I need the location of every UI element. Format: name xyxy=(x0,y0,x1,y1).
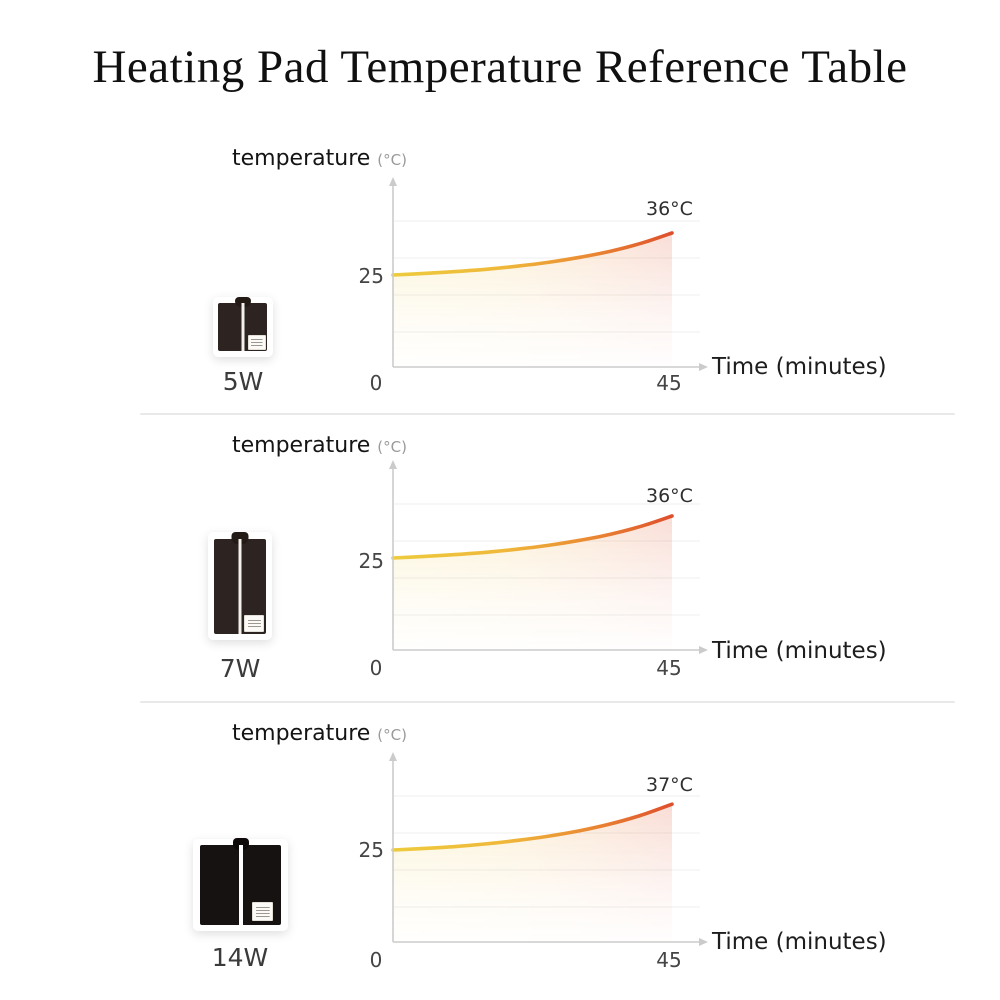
axes xyxy=(389,177,708,371)
y-axis-title-text: temperature xyxy=(232,146,371,171)
vest-collar xyxy=(231,532,249,544)
x-axis-arrow-icon xyxy=(699,363,708,371)
temperature-area xyxy=(393,804,672,942)
x-axis-title: Time (minutes) xyxy=(712,929,887,955)
vest-stripe xyxy=(238,845,243,925)
x-axis-arrow-icon xyxy=(699,646,708,654)
y-axis-title-5w: temperature (°C) xyxy=(232,146,407,171)
heating-pad-vest-icon-7w xyxy=(214,532,266,634)
vest-label-tag xyxy=(244,615,264,632)
product-wattage-label: 14W xyxy=(211,943,269,972)
product-card-7w xyxy=(208,532,272,640)
product-card-14w xyxy=(193,838,288,931)
section-divider xyxy=(140,701,955,703)
temperature-curve xyxy=(391,514,674,560)
y-axis-arrow-icon xyxy=(389,752,397,761)
section-divider xyxy=(140,413,955,415)
x-tick-0: 0 xyxy=(369,948,383,972)
temperature-chart-5w xyxy=(389,177,708,371)
y-tick-25: 25 xyxy=(358,549,384,573)
y-tick-25: 25 xyxy=(358,838,384,862)
vest-label-tag xyxy=(252,902,273,921)
vest-stripe xyxy=(238,539,242,634)
temperature-curve xyxy=(391,231,674,277)
y-axis-arrow-icon xyxy=(389,460,397,469)
y-axis-title-7w: temperature (°C) xyxy=(232,433,407,458)
x-axis-arrow-icon xyxy=(699,938,708,946)
product-wattage-label: 5W xyxy=(222,367,264,396)
axes xyxy=(389,460,708,654)
x-tick-45: 45 xyxy=(656,371,682,395)
page-title: Heating Pad Temperature Reference Table xyxy=(92,41,908,93)
peak-temperature-label: 36°C xyxy=(646,485,693,507)
vest-collar xyxy=(234,297,251,307)
y-axis-title-text: temperature xyxy=(232,433,371,458)
temperature-chart-14w xyxy=(389,752,708,946)
temperature-area xyxy=(393,516,672,650)
y-tick-25: 25 xyxy=(358,264,384,288)
vest-collar xyxy=(232,838,249,850)
heating-pad-mat-icon-14w xyxy=(200,838,281,925)
product-card-5w xyxy=(213,297,273,357)
y-axis-unit: (°C) xyxy=(377,438,407,456)
vest-label-tag xyxy=(248,335,266,350)
temperature-area xyxy=(393,233,672,367)
temperature-chart-7w xyxy=(389,460,708,654)
vest-stripe xyxy=(241,303,244,351)
heating-pad-vest-icon-5w xyxy=(218,297,267,351)
y-axis-unit: (°C) xyxy=(377,726,407,744)
x-tick-0: 0 xyxy=(369,656,383,680)
x-tick-45: 45 xyxy=(656,948,682,972)
peak-temperature-label: 36°C xyxy=(646,198,693,220)
x-axis-title: Time (minutes) xyxy=(712,354,887,380)
y-axis-title-text: temperature xyxy=(232,721,371,746)
temperature-curve xyxy=(391,802,674,852)
x-axis-title: Time (minutes) xyxy=(712,638,887,664)
product-wattage-label: 7W xyxy=(219,654,261,683)
y-axis-unit: (°C) xyxy=(377,151,407,169)
axes xyxy=(389,752,708,946)
y-axis-arrow-icon xyxy=(389,177,397,186)
x-tick-45: 45 xyxy=(656,656,682,680)
y-axis-title-14w: temperature (°C) xyxy=(232,721,407,746)
peak-temperature-label: 37°C xyxy=(646,774,693,796)
x-tick-0: 0 xyxy=(369,371,383,395)
